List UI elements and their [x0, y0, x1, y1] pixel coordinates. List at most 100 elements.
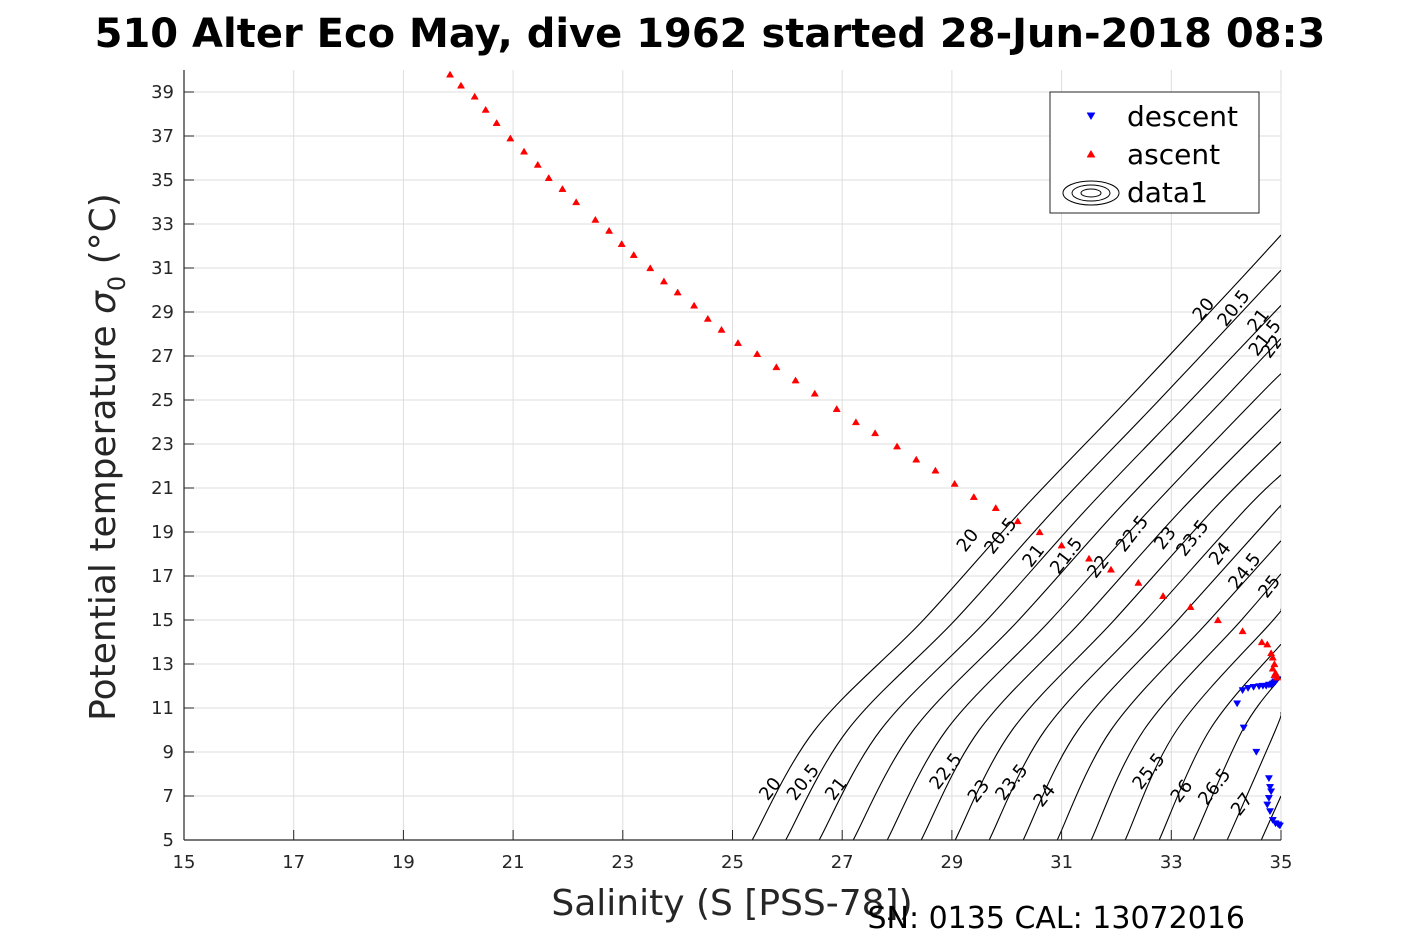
descent-point: [1249, 683, 1258, 691]
ascent-point: [991, 504, 1000, 511]
y-tick-label: 19: [151, 522, 174, 543]
ascent-point: [1084, 554, 1094, 562]
legend-entries: descent ascent data1: [1062, 100, 1238, 209]
ascent-point: [851, 418, 860, 426]
ascent-point: [1159, 592, 1168, 599]
x-tick-label: 31: [1050, 852, 1073, 873]
density-contour-line: [954, 441, 1281, 840]
density-contour-layer: 20202020.520.520.521212121.521.5222222.5…: [751, 234, 1281, 840]
legend-contour-swatch: [1062, 180, 1120, 206]
serial-calibration-note: SN: 0135 CAL: 13072016: [867, 901, 1245, 936]
density-contour-line: [1226, 712, 1281, 840]
legend-ascent-label: ascent: [1127, 138, 1220, 171]
ascent-point: [1213, 616, 1222, 624]
chart-title: 510 Alter Eco May, dive 1962 started 28-…: [95, 11, 1326, 57]
y-tick-label: 39: [151, 82, 174, 103]
density-contour-line: [1090, 573, 1281, 840]
ascent-point: [753, 350, 762, 357]
y-axis-label-suffix: (°C): [83, 193, 124, 276]
legend-data1-label: data1: [1127, 176, 1208, 209]
ascent-point: [1257, 638, 1266, 646]
y-tick-label: 17: [151, 566, 174, 587]
density-contour-line: [818, 305, 1281, 840]
contour-label: 20.5: [783, 760, 824, 805]
descent-point: [1267, 788, 1276, 796]
ascent-point: [646, 264, 655, 272]
y-tick-label: 23: [151, 434, 174, 455]
descent-point: [1239, 724, 1248, 732]
ascent-point: [690, 301, 699, 309]
legend-box: [1049, 91, 1260, 214]
ascent-point: [617, 240, 626, 247]
ascent-point: [1106, 565, 1116, 573]
ascent-point: [445, 70, 455, 78]
ascent-point: [1263, 640, 1272, 648]
x-tick-label: 33: [1160, 852, 1183, 873]
y-tick-label: 29: [151, 302, 174, 323]
descent-point: [1233, 700, 1242, 708]
descent-point: [1244, 685, 1253, 692]
legend-descent-label: descent: [1127, 100, 1238, 133]
y-axis-label: Potential temperature σ0 (°C): [83, 193, 131, 721]
density-contour-line: [751, 234, 1281, 840]
contour-label: 25.5: [1128, 749, 1169, 794]
descent-point: [1265, 784, 1275, 791]
density-contour-line: [1056, 540, 1281, 840]
contour-label: 20: [755, 774, 786, 805]
ascent-point: [832, 405, 841, 412]
descent-point: [1265, 808, 1275, 816]
ascent-point: [558, 185, 567, 192]
ascent-point: [1134, 578, 1143, 586]
contour-label: 22.5: [925, 749, 966, 794]
y-tick-label: 13: [151, 654, 174, 675]
ascent-point: [1035, 528, 1044, 536]
y-tick-label: 31: [151, 258, 174, 279]
y-axis-label-subscript: 0: [103, 276, 131, 291]
ascent-point: [871, 429, 880, 437]
ascent-point: [605, 226, 614, 234]
ascent-point: [893, 442, 902, 450]
x-tick-label: 29: [940, 852, 963, 873]
y-axis-label-prefix: Potential temperature: [83, 314, 124, 721]
ascent-point: [1273, 673, 1282, 681]
ascent-point: [492, 119, 501, 126]
ascent-point: [1268, 664, 1277, 672]
ascent-point: [544, 174, 553, 181]
descent-point: [1252, 748, 1261, 756]
contour-label: 24: [1029, 780, 1060, 811]
contour-label: 20.5: [980, 514, 1021, 559]
ascent-point: [810, 389, 819, 397]
ascent-point: [629, 251, 638, 258]
ascent-point: [520, 147, 529, 155]
density-contour-line: [785, 269, 1281, 840]
x-tick-label: 17: [282, 852, 305, 873]
contour-label: 24: [1205, 538, 1236, 569]
axes-layer: [183, 70, 1282, 841]
descent-point: [1238, 687, 1247, 695]
ascent-point: [1268, 653, 1277, 661]
ascent-point: [533, 160, 542, 168]
legend: descent ascent data1: [1049, 91, 1260, 214]
y-tick-label: 37: [151, 126, 174, 147]
y-tick-label: 21: [151, 478, 174, 499]
ascent-point: [969, 493, 978, 500]
descent-point: [1255, 683, 1264, 691]
x-tick-label: 21: [502, 852, 525, 873]
legend-ascent-marker: [1086, 149, 1096, 158]
ascent-point: [912, 455, 921, 463]
ascent-point: [673, 288, 682, 296]
descent-point: [1264, 775, 1273, 783]
legend-contour-swatch: [1080, 188, 1102, 198]
contour-label: 21: [821, 774, 852, 805]
contour-label: 20: [1188, 294, 1219, 325]
ascent-point: [591, 215, 600, 223]
contour-label: 21.5: [1046, 534, 1087, 579]
contour-label: 23: [964, 776, 995, 807]
tick-labels-layer: 15 17 19 21 23 25 27 29 31 33 35579111315171921232…: [151, 82, 1292, 873]
ascent-point: [733, 339, 743, 346]
x-tick-label: 25: [721, 852, 744, 873]
density-contour-line: [886, 373, 1281, 840]
y-tick-label: 5: [163, 830, 174, 851]
density-contour-line: [1192, 676, 1281, 840]
ascent-point: [659, 277, 668, 285]
